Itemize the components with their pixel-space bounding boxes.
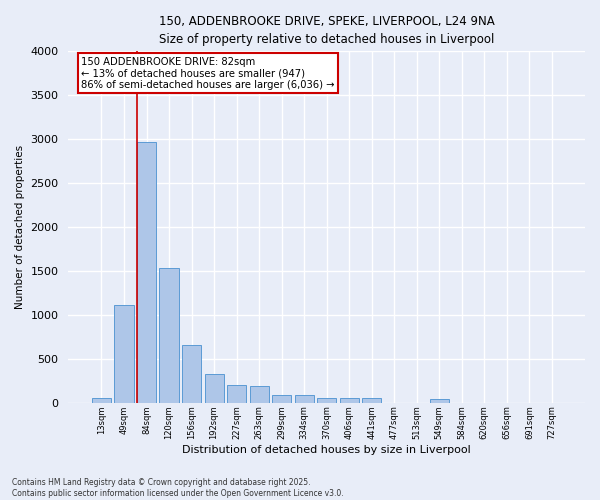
Bar: [362, 398, 382, 403]
Text: Contains HM Land Registry data © Crown copyright and database right 2025.
Contai: Contains HM Land Registry data © Crown c…: [12, 478, 344, 498]
Bar: [137, 142, 156, 403]
Bar: [272, 395, 291, 403]
Bar: [205, 374, 224, 403]
Bar: [92, 398, 111, 403]
X-axis label: Distribution of detached houses by size in Liverpool: Distribution of detached houses by size …: [182, 445, 471, 455]
Bar: [340, 398, 359, 403]
Y-axis label: Number of detached properties: Number of detached properties: [15, 145, 25, 309]
Bar: [182, 345, 201, 403]
Bar: [430, 399, 449, 403]
Bar: [250, 386, 269, 403]
Bar: [160, 268, 179, 403]
Bar: [317, 398, 336, 403]
Bar: [295, 396, 314, 403]
Text: 150 ADDENBROOKE DRIVE: 82sqm
← 13% of detached houses are smaller (947)
86% of s: 150 ADDENBROOKE DRIVE: 82sqm ← 13% of de…: [82, 56, 335, 90]
Bar: [227, 385, 246, 403]
Bar: [115, 306, 134, 403]
Title: 150, ADDENBROOKE DRIVE, SPEKE, LIVERPOOL, L24 9NA
Size of property relative to d: 150, ADDENBROOKE DRIVE, SPEKE, LIVERPOOL…: [159, 15, 494, 46]
